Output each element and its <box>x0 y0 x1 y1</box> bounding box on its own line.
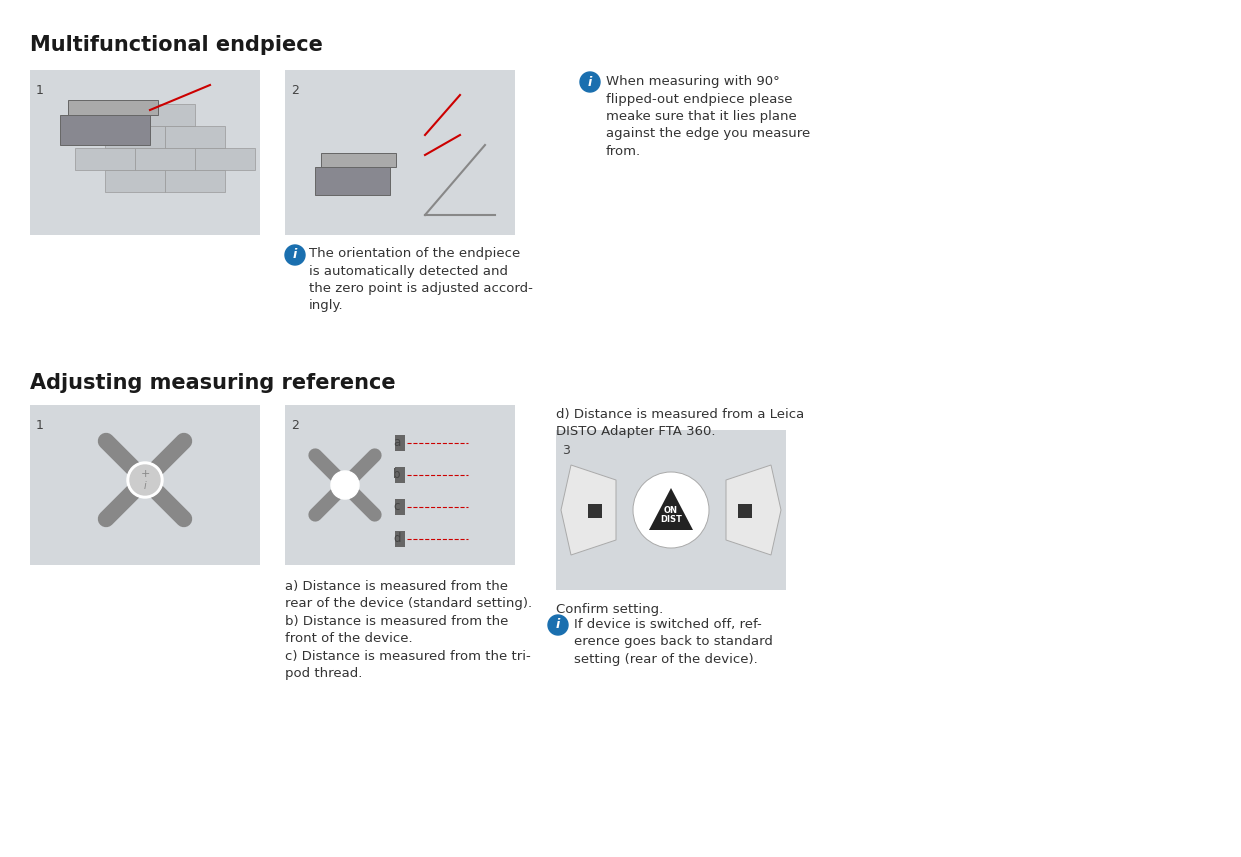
FancyBboxPatch shape <box>285 70 515 235</box>
Text: ON
DIST: ON DIST <box>660 506 683 524</box>
Text: Multifunctional endpiece: Multifunctional endpiece <box>30 35 323 55</box>
Text: c: c <box>393 500 400 513</box>
FancyBboxPatch shape <box>30 405 261 565</box>
FancyBboxPatch shape <box>165 126 225 148</box>
Text: Leica DISTO™ X4: Leica DISTO™ X4 <box>20 827 140 841</box>
Text: i: i <box>293 249 297 261</box>
FancyBboxPatch shape <box>74 104 135 126</box>
Text: d: d <box>393 532 401 546</box>
FancyBboxPatch shape <box>315 167 390 195</box>
FancyBboxPatch shape <box>105 170 165 192</box>
FancyBboxPatch shape <box>135 104 195 126</box>
Polygon shape <box>561 465 616 555</box>
FancyBboxPatch shape <box>395 435 405 451</box>
FancyBboxPatch shape <box>556 430 786 590</box>
Text: i: i <box>556 619 560 632</box>
FancyBboxPatch shape <box>30 70 261 235</box>
FancyBboxPatch shape <box>395 531 405 547</box>
FancyBboxPatch shape <box>395 467 405 483</box>
FancyBboxPatch shape <box>60 115 150 145</box>
FancyBboxPatch shape <box>285 405 515 565</box>
Text: Adjusting measuring reference: Adjusting measuring reference <box>30 373 396 393</box>
FancyBboxPatch shape <box>74 148 135 170</box>
Circle shape <box>130 465 160 495</box>
Polygon shape <box>726 465 781 555</box>
Text: When measuring with 90°
flipped-out endpiece please
meake sure that it lies plan: When measuring with 90° flipped-out endp… <box>606 75 810 158</box>
Text: 1: 1 <box>36 84 43 97</box>
Polygon shape <box>649 488 692 530</box>
Circle shape <box>127 462 163 498</box>
FancyBboxPatch shape <box>321 153 396 167</box>
Text: 2: 2 <box>290 419 299 432</box>
FancyBboxPatch shape <box>105 126 165 148</box>
Circle shape <box>549 615 568 635</box>
FancyBboxPatch shape <box>588 504 602 518</box>
Circle shape <box>633 472 709 548</box>
Text: b: b <box>393 469 401 482</box>
FancyBboxPatch shape <box>195 148 254 170</box>
FancyBboxPatch shape <box>68 100 158 115</box>
Text: Instrument Set-up: Instrument Set-up <box>15 7 172 21</box>
Text: 9: 9 <box>1209 825 1221 843</box>
Circle shape <box>580 72 599 92</box>
Circle shape <box>285 245 305 265</box>
FancyBboxPatch shape <box>738 504 752 518</box>
Text: 2: 2 <box>290 84 299 97</box>
FancyBboxPatch shape <box>165 170 225 192</box>
Text: a) Distance is measured from the
rear of the device (standard setting).
b) Dista: a) Distance is measured from the rear of… <box>285 580 532 680</box>
Text: The orientation of the endpiece
is automatically detected and
the zero point is : The orientation of the endpiece is autom… <box>309 247 532 313</box>
FancyBboxPatch shape <box>135 148 195 170</box>
Text: i: i <box>144 481 146 491</box>
FancyBboxPatch shape <box>395 499 405 515</box>
Text: If device is switched off, ref-
erence goes back to standard
setting (rear of th: If device is switched off, ref- erence g… <box>575 618 773 666</box>
Text: 1: 1 <box>36 419 43 432</box>
Text: d) Distance is measured from a Leica
DISTO Adapter FTA 360.: d) Distance is measured from a Leica DIS… <box>556 408 804 439</box>
Circle shape <box>331 471 359 499</box>
Text: i: i <box>588 75 592 88</box>
Text: Confirm setting.: Confirm setting. <box>556 603 663 616</box>
Text: a: a <box>393 436 401 450</box>
Text: 3: 3 <box>562 444 570 457</box>
Text: +: + <box>140 469 150 479</box>
